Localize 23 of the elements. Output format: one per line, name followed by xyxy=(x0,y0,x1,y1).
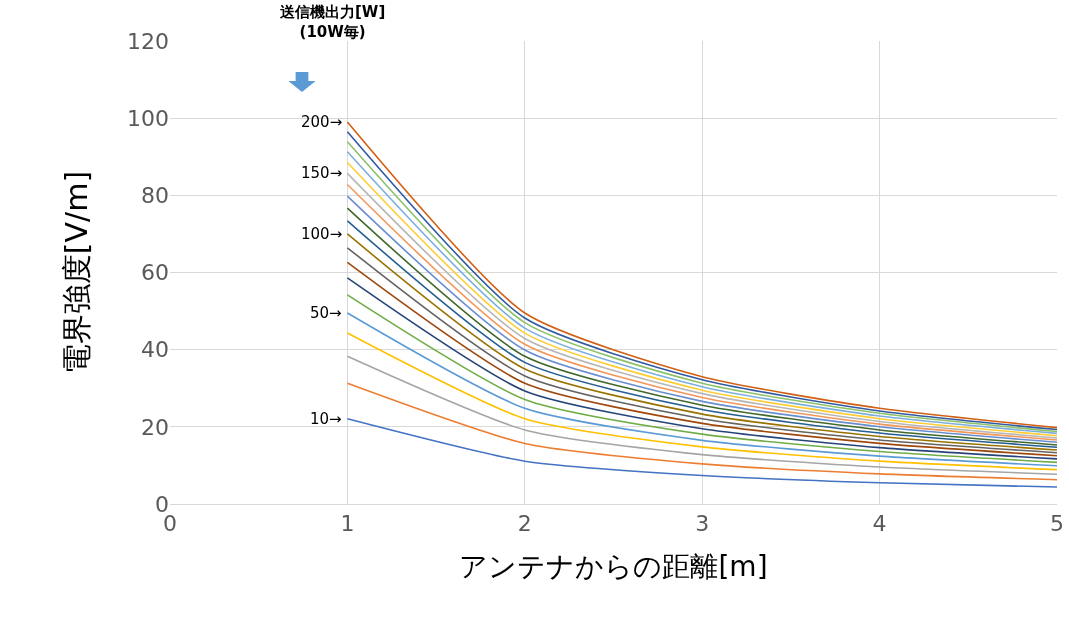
x-tick-label: 5 xyxy=(1050,511,1064,537)
line-series xyxy=(346,332,1057,471)
y-tick-label: 80 xyxy=(141,183,169,209)
x-tick-label: 4 xyxy=(872,511,887,537)
y-tick-label: 60 xyxy=(141,260,169,286)
line-series xyxy=(346,382,1057,481)
y-tick-label: 20 xyxy=(141,414,169,440)
y-axis-title: 電界強度[V/m] xyxy=(59,170,94,375)
x-axis-title: アンテナからの距離[m] xyxy=(459,549,768,583)
x-tick-label: 2 xyxy=(517,511,532,537)
y-tick-label: 40 xyxy=(141,337,169,363)
y-tick-label: 120 xyxy=(127,28,169,54)
series-label: 100→ xyxy=(301,225,343,243)
y-tick-label: 100 xyxy=(127,105,169,131)
x-tick-label: 1 xyxy=(340,511,355,537)
series-label: 200→ xyxy=(301,113,343,131)
x-tick-label: 3 xyxy=(695,511,710,537)
text: 送信機出力[W] (10W毎) xyxy=(279,3,386,41)
series-label: 50→ xyxy=(310,304,342,322)
line-series xyxy=(346,417,1057,488)
series-label: 150→ xyxy=(301,164,343,182)
series-label: 10→ xyxy=(310,410,342,428)
line-series xyxy=(346,355,1057,476)
